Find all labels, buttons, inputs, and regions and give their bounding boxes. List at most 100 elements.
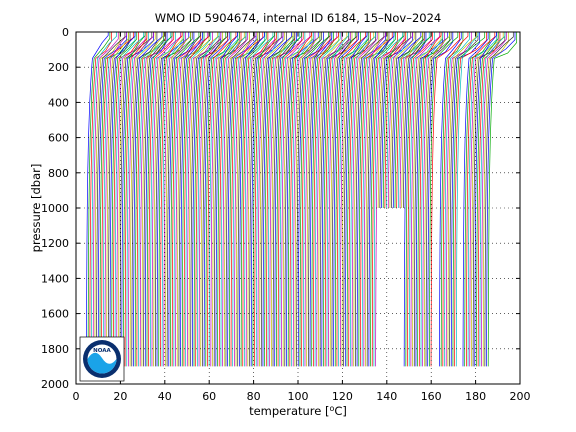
profile-line	[387, 32, 413, 209]
profile-line	[299, 32, 329, 367]
profile-line	[223, 32, 250, 367]
profile-line	[156, 32, 190, 367]
profile-line	[143, 32, 166, 367]
x-tick-label: 80	[247, 390, 261, 403]
profile-line	[244, 32, 274, 367]
profile-line	[423, 32, 450, 367]
profile-line	[212, 32, 245, 367]
profile-line	[217, 32, 240, 367]
profile-line	[440, 32, 464, 367]
profile-line	[366, 32, 390, 367]
profile-line	[96, 32, 126, 367]
profile-line	[379, 32, 412, 209]
profile-line	[301, 32, 331, 367]
profile-line	[240, 32, 267, 367]
profile-line	[101, 32, 134, 367]
profile-line	[173, 32, 203, 367]
profile-line	[247, 32, 277, 367]
profile-line	[394, 32, 423, 209]
profile-line	[195, 32, 228, 367]
profile-line	[469, 32, 499, 367]
profile-line	[237, 32, 260, 367]
profile-line	[323, 32, 356, 367]
profile-line	[112, 32, 139, 367]
profile-line	[403, 32, 425, 209]
profile-line	[396, 32, 425, 209]
profile-line	[284, 32, 314, 367]
profile-line	[455, 32, 479, 367]
profile-line	[420, 32, 444, 367]
profile-line	[355, 32, 385, 367]
profile-line	[339, 32, 370, 367]
profile-line	[348, 32, 371, 367]
profile-line	[228, 32, 259, 367]
chart-title: WMO ID 5904674, internal ID 6184, 15–Nov…	[155, 11, 442, 25]
profile-line	[191, 32, 222, 367]
profile-line	[208, 32, 238, 367]
profile-line	[386, 32, 408, 209]
profile-line	[264, 32, 294, 367]
profile-line	[484, 32, 514, 367]
profile-line	[417, 32, 450, 367]
profile-line	[471, 32, 504, 367]
profile-line	[215, 32, 238, 367]
profile-line	[333, 32, 360, 367]
profile-line	[307, 32, 331, 367]
profile-line	[462, 32, 489, 367]
profile-line	[321, 32, 351, 367]
profile-line	[444, 32, 470, 367]
profile-line	[403, 32, 427, 367]
profile-line	[304, 32, 338, 367]
y-tick-label: 800	[48, 167, 69, 180]
profile-line	[232, 32, 265, 367]
profile-line	[360, 32, 393, 367]
profile-line	[389, 32, 415, 209]
profile-line	[255, 32, 279, 367]
profile-line	[452, 32, 486, 367]
profile-line	[267, 32, 301, 367]
profile-line	[427, 32, 454, 367]
x-tick-label: 140	[376, 390, 397, 403]
profile-line	[250, 32, 284, 367]
profile-line	[121, 32, 154, 367]
profile-line	[218, 32, 242, 367]
profile-line	[89, 32, 112, 367]
profile-line	[166, 32, 193, 367]
profile-line	[235, 32, 259, 367]
y-tick-label: 400	[48, 96, 69, 109]
profile-line	[227, 32, 257, 367]
x-tick-label: 60	[202, 390, 216, 403]
x-tick-label: 40	[158, 390, 172, 403]
profile-line	[144, 32, 168, 367]
profile-line	[154, 32, 185, 367]
profile-line	[259, 32, 286, 367]
profile-line	[111, 32, 138, 367]
profile-line	[200, 32, 223, 367]
profile-line	[239, 32, 265, 367]
profile-line	[133, 32, 163, 367]
x-tick-label: 20	[113, 390, 127, 403]
profile-line	[482, 32, 509, 367]
profile-line	[168, 32, 195, 367]
y-tick-label: 1600	[41, 308, 69, 321]
profile-line	[363, 32, 386, 367]
profile-line	[116, 32, 146, 367]
noaa-logo: NOAA	[79, 336, 125, 382]
profile-line	[399, 32, 432, 209]
profile-line	[365, 32, 388, 367]
profile-line	[324, 32, 358, 367]
profile-line	[412, 32, 442, 367]
x-axis-label: temperature [oC]	[249, 404, 347, 418]
profile-line	[353, 32, 380, 367]
profile-line	[165, 32, 191, 367]
profile-line	[276, 32, 302, 367]
profile-line	[279, 32, 306, 367]
profile-line	[292, 32, 316, 367]
profile-line	[91, 32, 117, 367]
profile-line	[198, 32, 222, 367]
profile-line	[176, 32, 210, 367]
profile-line	[467, 32, 497, 367]
logo-water	[87, 352, 117, 374]
y-tick-label: 0	[62, 26, 69, 39]
profile-line	[160, 32, 183, 367]
